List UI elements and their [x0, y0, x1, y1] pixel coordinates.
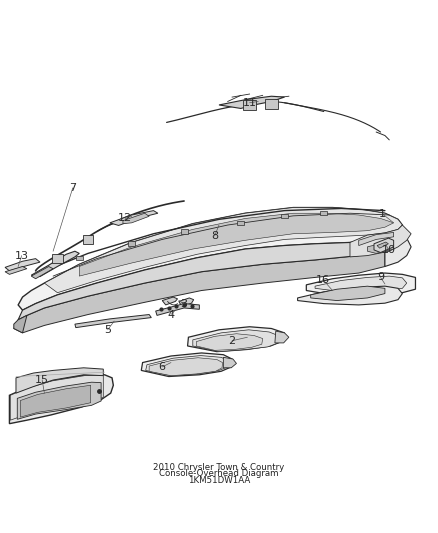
Polygon shape [83, 235, 93, 244]
Text: 9: 9 [377, 272, 384, 282]
Polygon shape [14, 316, 27, 333]
Polygon shape [44, 207, 403, 293]
Polygon shape [5, 266, 27, 274]
Polygon shape [374, 238, 394, 253]
Polygon shape [11, 376, 103, 420]
Polygon shape [179, 298, 194, 306]
Text: 5: 5 [104, 325, 111, 335]
Text: 2: 2 [229, 336, 236, 346]
Polygon shape [237, 221, 244, 225]
Polygon shape [315, 276, 407, 292]
Text: 12: 12 [118, 214, 132, 223]
Polygon shape [5, 259, 40, 271]
Polygon shape [367, 243, 394, 253]
Polygon shape [155, 304, 199, 316]
Polygon shape [79, 213, 394, 276]
Text: 11: 11 [243, 98, 257, 108]
Polygon shape [196, 334, 263, 350]
Polygon shape [18, 207, 403, 310]
Polygon shape [18, 232, 398, 320]
Polygon shape [123, 213, 149, 224]
Polygon shape [223, 357, 237, 368]
Polygon shape [20, 385, 91, 417]
Polygon shape [76, 256, 83, 260]
Polygon shape [320, 211, 327, 215]
Polygon shape [193, 330, 280, 352]
Polygon shape [141, 353, 232, 376]
Text: 4: 4 [167, 310, 174, 319]
Polygon shape [385, 231, 411, 266]
Text: 7: 7 [69, 183, 76, 193]
Polygon shape [311, 286, 385, 301]
Text: 16: 16 [316, 274, 330, 285]
Text: 13: 13 [14, 251, 28, 261]
Text: 1KM51DW1AA: 1KM51DW1AA [188, 476, 250, 485]
Polygon shape [377, 242, 389, 248]
Polygon shape [187, 327, 285, 352]
Polygon shape [146, 356, 229, 376]
Polygon shape [180, 229, 187, 234]
Polygon shape [14, 249, 385, 333]
Polygon shape [52, 254, 63, 263]
Polygon shape [265, 99, 278, 109]
Text: 3: 3 [180, 298, 187, 309]
Polygon shape [281, 214, 288, 219]
Polygon shape [17, 382, 101, 419]
Text: Console-Overhead Diagram: Console-Overhead Diagram [159, 470, 279, 479]
Text: 1: 1 [379, 209, 386, 219]
Polygon shape [16, 368, 103, 393]
Text: 6: 6 [159, 362, 166, 372]
Polygon shape [162, 297, 177, 305]
Polygon shape [297, 286, 403, 305]
Polygon shape [31, 266, 53, 279]
Polygon shape [219, 96, 285, 108]
Polygon shape [128, 241, 135, 246]
Text: 8: 8 [211, 231, 218, 241]
Polygon shape [149, 358, 223, 376]
Polygon shape [275, 331, 289, 343]
Text: 2010 Chrysler Town & Country: 2010 Chrysler Town & Country [153, 463, 285, 472]
Text: 15: 15 [35, 375, 49, 385]
Polygon shape [75, 314, 151, 328]
Text: 10: 10 [381, 245, 396, 255]
Polygon shape [31, 251, 79, 277]
Polygon shape [306, 273, 416, 296]
Polygon shape [243, 100, 256, 110]
Polygon shape [359, 232, 394, 246]
Polygon shape [110, 211, 158, 225]
Polygon shape [350, 225, 411, 257]
Polygon shape [10, 375, 113, 424]
